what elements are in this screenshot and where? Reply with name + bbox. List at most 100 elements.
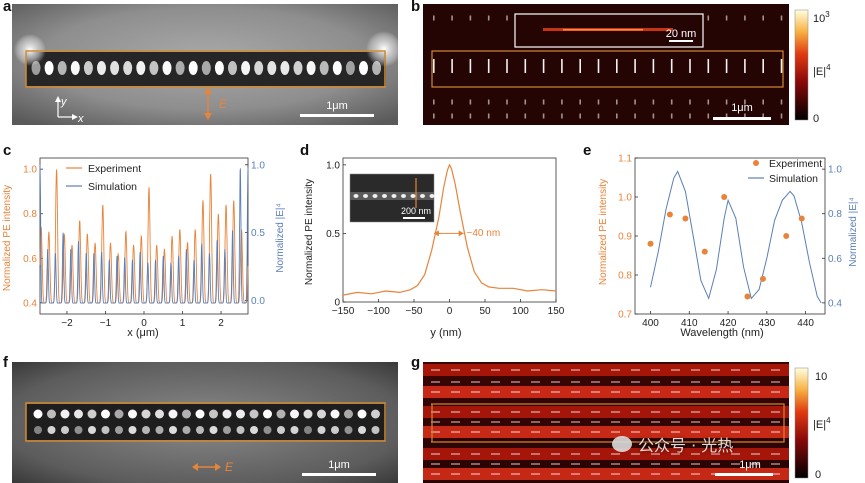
emission-spot: [223, 426, 231, 434]
field-arrow: [506, 99, 508, 105]
emission-spot: [331, 426, 339, 434]
field-arrow: [689, 99, 691, 105]
field-arrow: [597, 59, 600, 73]
emission-spot: [168, 409, 178, 419]
y-tick-label: 0.5: [251, 228, 265, 239]
y-tick-label: 1.0: [23, 165, 37, 176]
field-arrow: [616, 59, 618, 73]
emission-spot: [169, 426, 177, 434]
experiment-point: [744, 293, 751, 300]
emission-spot: [155, 409, 164, 419]
x-tick-label: 400: [642, 318, 659, 329]
chart-d-inset: 200 nm: [349, 173, 435, 223]
emission-spot: [241, 61, 251, 75]
emission-spot: [293, 61, 303, 75]
emission-spot: [83, 61, 93, 75]
emission-spot: [330, 409, 340, 419]
field-arrow: [451, 99, 453, 105]
emission-spot: [306, 61, 316, 75]
polarization-label: E: [219, 97, 228, 111]
field-arrow: [725, 113, 728, 119]
field-arrow: [542, 99, 545, 105]
panel-label-d: d: [300, 142, 310, 159]
field-arrow: [670, 113, 673, 119]
emission-spot: [357, 409, 367, 419]
panel-label-c: c: [3, 142, 12, 159]
chart-e-xlabel: Wavelength (nm): [680, 327, 763, 339]
emission-spot: [162, 61, 172, 75]
field-arrow: [634, 113, 636, 119]
experiment-point: [721, 194, 728, 200]
emission-spot: [228, 61, 237, 75]
emission-spot: [182, 426, 191, 434]
field-arrow: [451, 15, 453, 21]
emission-spot: [60, 409, 70, 419]
field-arrow: [524, 99, 527, 105]
field-arrow: [762, 59, 764, 73]
field-arrow: [561, 99, 563, 105]
emission-spot: [372, 194, 378, 198]
emission-spot: [47, 426, 56, 434]
chart-e-ylabel-left: Normalized PE intensity: [598, 179, 609, 285]
profile-line: [342, 163, 557, 296]
emission-spot: [250, 426, 258, 434]
emission-spot: [209, 409, 218, 419]
axis-x-label: x: [77, 113, 84, 125]
emission-spot: [209, 426, 218, 434]
axis-indicator: [55, 96, 78, 120]
field-arrow: [744, 59, 746, 73]
y-tick-label: 0.0: [251, 296, 265, 307]
emission-spot: [280, 61, 290, 75]
x-tick-label: −150: [332, 306, 355, 317]
field-arrow: [670, 99, 673, 105]
y-tick-label: 0.6: [23, 254, 37, 265]
y-tick-label: 0.7: [618, 310, 632, 321]
emission-spot: [201, 61, 211, 75]
watermark: 公众号 · 光热: [612, 432, 733, 456]
field-arrow: [487, 15, 490, 21]
emission-spot: [317, 409, 326, 419]
x-tick-label: 0: [447, 306, 453, 317]
field-arrow: [597, 99, 600, 105]
emission-spot: [290, 426, 299, 434]
y-tick-label: 0.8: [618, 271, 632, 282]
field-band: [423, 426, 789, 438]
emission-spot: [128, 426, 137, 434]
field-arrow: [652, 99, 655, 105]
field-arrow: [469, 15, 472, 21]
emission-spot: [371, 426, 380, 434]
field-arrow: [616, 113, 618, 119]
axis-y-label: y: [60, 96, 68, 108]
field-band: [423, 468, 789, 480]
series-line-experiment: [39, 169, 249, 304]
y-tick-label: 0.8: [828, 209, 842, 220]
emission-spot: [236, 409, 245, 419]
emission-spot: [70, 61, 80, 75]
emission-spot: [188, 61, 198, 75]
emission-spot: [123, 61, 133, 75]
experiment-point: [647, 240, 654, 247]
fwhm-arrowhead: [433, 230, 439, 237]
panel-g-colorbar: 10 |E|4 0: [794, 367, 831, 481]
x-tick-label: −100: [367, 306, 390, 317]
field-arrow: [780, 59, 783, 73]
field-arrow: [707, 99, 710, 105]
field-arrow: [542, 59, 545, 73]
nanowire-frame: [431, 403, 785, 443]
emission-spot: [87, 409, 97, 419]
emission-spot: [304, 426, 312, 434]
emission-spot: [110, 61, 120, 75]
inset-scale-bar: [669, 40, 693, 42]
y-tick-label: 0: [334, 298, 340, 309]
y-tick-label: 0.6: [828, 254, 842, 265]
field-arrow: [433, 99, 435, 105]
field-arrow: [762, 15, 764, 21]
field-arrow: [561, 59, 563, 73]
field-arrow: [744, 15, 746, 21]
colorbar-min: 0: [813, 113, 819, 125]
emission-spot: [34, 426, 42, 434]
field-arrow: [707, 113, 710, 119]
emission-spot: [115, 426, 123, 434]
experiment-point: [798, 215, 805, 222]
field-arrow: [579, 59, 581, 73]
